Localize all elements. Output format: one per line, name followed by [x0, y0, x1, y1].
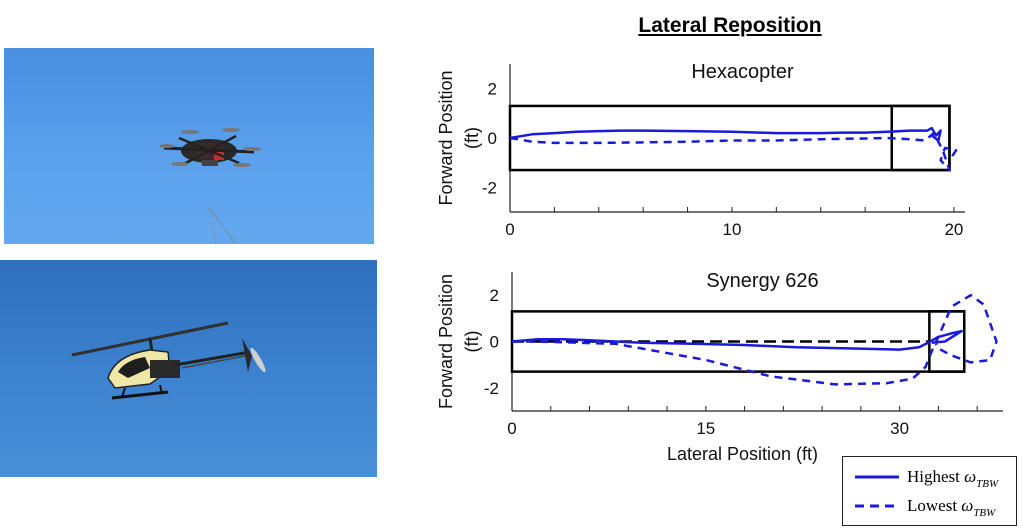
x-tick-label: 30	[890, 419, 909, 438]
legend-item-highest: Highest ωTBW	[855, 465, 999, 490]
synergy-626-chart: 0 15 30 -2 0 2 Synergy 626 Forward Position (ft)…	[436, 270, 1003, 464]
chart-title: Synergy 626	[706, 270, 818, 292]
x-tick-label: 0	[505, 220, 514, 239]
y-tick-label: 2	[490, 286, 499, 305]
y-tick-label: 2	[488, 80, 497, 99]
legend-label-lowest: Lowest ωTBW	[907, 496, 996, 519]
lowest-series-line	[512, 293, 998, 386]
solid-line-swatch	[855, 475, 899, 479]
legend-label-highest: Highest ωTBW	[907, 467, 999, 490]
rc-helicopter-image	[71, 321, 266, 400]
y-tick-label: -2	[482, 178, 497, 197]
hexacopter-drone-image	[159, 128, 261, 244]
y-axis-label: Forward Position	[436, 274, 456, 409]
highest-series-line	[509, 126, 942, 142]
dashed-line-swatch	[855, 504, 899, 508]
y-axis-unit: (ft)	[462, 127, 482, 149]
x-tick-label: 15	[696, 419, 715, 438]
y-tick-label: 0	[490, 333, 499, 352]
x-tick-label: 20	[944, 220, 963, 239]
y-axis-label: Forward Position	[436, 70, 456, 205]
corridor-box	[508, 104, 951, 172]
figure-title: Lateral Reposition	[638, 14, 822, 37]
x-tick-label: 10	[722, 220, 741, 239]
y-axis-unit: (ft)	[462, 331, 482, 353]
chart-title: Hexacopter	[691, 61, 794, 83]
x-tick-label: 0	[507, 419, 516, 438]
synergy-626-photo	[0, 260, 377, 477]
lowest-series-line	[509, 131, 958, 172]
x-axis-label: Lateral Position (ft)	[667, 444, 818, 464]
legend-item-lowest: Lowest ωTBW	[855, 494, 996, 519]
hexacopter-photo	[4, 48, 374, 244]
highest-series-line	[511, 329, 963, 351]
chart-legend: Highest ωTBW Lowest ωTBW	[842, 456, 1017, 526]
hexacopter-chart: 0 10 20 -2 0 2 Hexacopter Forward Position (ft)	[436, 61, 965, 239]
y-tick-label: -2	[484, 379, 499, 398]
y-tick-label: 0	[488, 129, 497, 148]
